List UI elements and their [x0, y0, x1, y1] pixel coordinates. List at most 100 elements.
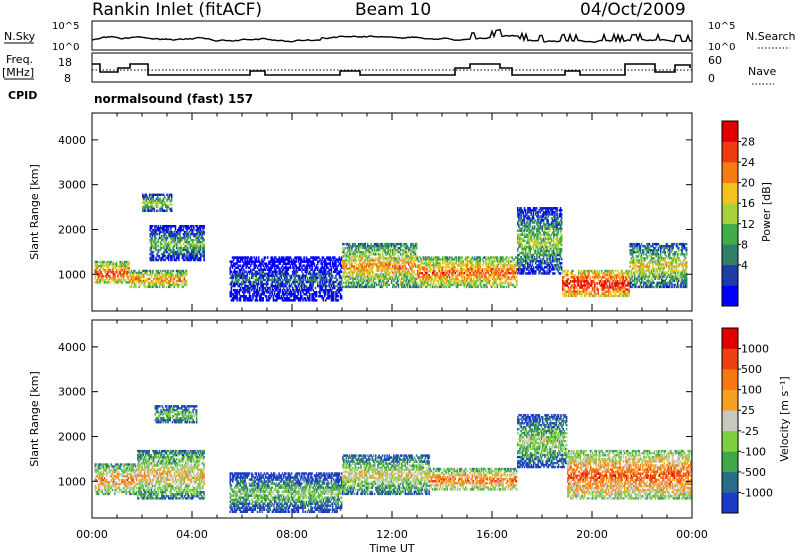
power-echo-cell [155, 283, 157, 287]
power-echo-cell [130, 283, 133, 287]
power-echo-cell [193, 226, 195, 230]
nave-tick-top: 60 [708, 54, 722, 67]
power-echo-cell [238, 299, 241, 302]
power-echo-cell [195, 232, 197, 236]
power-echo-cell [243, 280, 245, 284]
power-echo-cell [157, 277, 160, 281]
power-echo-cell [95, 281, 98, 284]
power-echo-cell [243, 295, 245, 298]
power-echo-cell [247, 266, 250, 269]
power-echo-cell [232, 274, 235, 278]
power-echo-cell [232, 288, 235, 292]
power-echo-cell [111, 277, 113, 280]
power-echo-cell [95, 279, 98, 282]
power-echo-cell [140, 279, 143, 283]
power-echo-cell [244, 270, 246, 274]
power-echo-cell [269, 262, 271, 265]
power-echo-cell [239, 276, 242, 280]
power-echo-cell [273, 268, 276, 272]
power-echo-cell [272, 288, 275, 292]
power-echo-cell [336, 278, 338, 282]
power-echo-cell [170, 256, 172, 260]
power-echo-cell [244, 280, 246, 284]
power-echo-cell [251, 258, 253, 261]
power-echo-cell [169, 201, 172, 204]
power-echo-cell [165, 281, 168, 285]
power-echo-cell [399, 249, 402, 252]
power-echo-cell [238, 282, 241, 286]
power-echo-cell [193, 258, 195, 262]
power-echo-cell [271, 284, 274, 288]
power-echo-cell [415, 246, 418, 250]
power-echo-cell [191, 254, 194, 258]
power-echo-cell [189, 244, 192, 248]
power-echo-cell [157, 224, 160, 228]
power-echo-cell [249, 264, 252, 267]
power-echo-cell [203, 230, 205, 234]
power-echo-cell [167, 244, 170, 248]
power-echo-cell [246, 276, 249, 280]
power-echo-cell [236, 262, 238, 265]
power-echo-cell [230, 260, 233, 263]
power-echo-cell [187, 246, 189, 250]
power-echo-cell [159, 244, 162, 248]
power-echo-cell [256, 284, 259, 288]
frequency-panel: Freq. [MHz] 18 8 60 0 Nave CPID normalso… [2, 52, 776, 106]
power-echo-cell [197, 256, 200, 260]
power-echo-cell [159, 236, 162, 240]
power-echo-cell [203, 226, 205, 230]
power-echo-cell [156, 240, 158, 244]
power-echo-cell [146, 197, 149, 201]
power-echo-cell [260, 262, 262, 265]
power-echo-cell [159, 240, 162, 244]
power-echo-cell [185, 224, 187, 228]
power-echo-cell [168, 232, 171, 236]
noise-right-tick-top: 10^5 [708, 21, 735, 32]
power-echo-cell [190, 248, 193, 252]
power-echo-cell [248, 262, 251, 265]
power-echo-cell [115, 271, 118, 274]
power-echo-cell [260, 299, 262, 302]
power-echo-cell [515, 275, 518, 279]
power-echo-cell [255, 290, 258, 294]
power-echo-cell [165, 246, 168, 250]
power-echo-cell [183, 224, 186, 228]
power-echo-cell [97, 273, 100, 276]
power-echo-cell [199, 224, 202, 228]
power-echo-cell [134, 285, 136, 289]
power-echo-cell [111, 262, 113, 266]
power-echo-cell [429, 285, 432, 289]
power-echo-cell [144, 269, 146, 273]
power-echo-cell [191, 228, 194, 232]
power-echo-cell [178, 228, 180, 232]
power-echo-cell [342, 285, 344, 289]
power-echo-cell [188, 240, 191, 244]
power-echo-cell [183, 230, 186, 234]
power-echo-cell [113, 273, 116, 276]
power-echo-cell [101, 264, 103, 268]
power-echo-cell [230, 288, 233, 292]
power-echo-cell [165, 240, 168, 244]
power-echo-cell [181, 269, 183, 273]
power-echo-cell [505, 285, 508, 289]
power-echo-cell [196, 238, 199, 242]
power-echo-cell [94, 260, 97, 264]
power-echo-cell [236, 290, 238, 294]
power-echo-cell [105, 264, 108, 268]
power-echo-cell [108, 264, 110, 268]
power-echo-cell [154, 273, 156, 277]
power-echo-cell [158, 228, 161, 232]
power-echo-cell [155, 209, 158, 212]
power-echo-cell [103, 268, 106, 272]
power-echo-cell [132, 279, 135, 283]
power-echo-cell [168, 197, 171, 201]
power-echo-cell [167, 269, 170, 273]
power-echo-cell [150, 197, 152, 201]
power-echo-cell [164, 269, 166, 273]
power-echo-cell [230, 282, 233, 286]
power-echo-cell [172, 238, 174, 242]
power-echo-cell [103, 260, 106, 264]
power-echo-cell [170, 258, 172, 262]
power-echo-cell [179, 248, 181, 252]
power-echo-cell [182, 246, 185, 250]
